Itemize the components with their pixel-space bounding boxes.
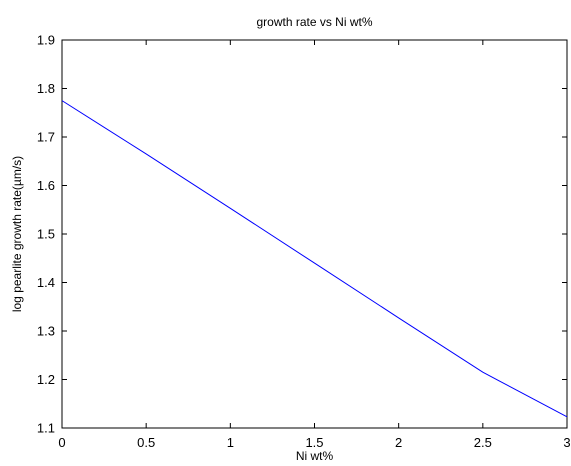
y-tick-label: 1.2 [37,372,55,387]
y-axis-ticks: 1.1 1.2 1.3 1.4 1.5 1.6 1.7 1.8 1.9 [37,33,567,436]
y-tick-label: 1.9 [37,33,55,48]
chart-title: growth rate vs Ni wt% [256,15,372,29]
y-tick-label: 1.1 [37,421,55,436]
y-tick-label: 1.6 [37,178,55,193]
y-tick-label: 1.7 [37,130,55,145]
x-tick-label: 0 [58,435,65,450]
x-tick-label: 3 [563,435,570,450]
x-tick-label: 1.5 [305,435,323,450]
y-axis-label: log pearlite growth rate(µm/s) [10,156,24,312]
series-line [61,100,568,418]
x-tick-label: 0.5 [137,435,155,450]
y-tick-label: 1.8 [37,81,55,96]
y-tick-label: 1.3 [37,324,55,339]
x-tick-label: 2.5 [474,435,492,450]
y-tick-label: 1.4 [37,275,55,290]
x-tick-label: 2 [395,435,402,450]
x-axis-ticks: 0 0.5 1 1.5 2 2.5 3 [58,40,571,450]
plot-area [61,39,568,429]
x-axis-label: Ni wt% [296,449,334,463]
series-layer [61,100,568,418]
x-tick-label: 1 [227,435,234,450]
y-tick-label: 1.5 [37,227,55,242]
